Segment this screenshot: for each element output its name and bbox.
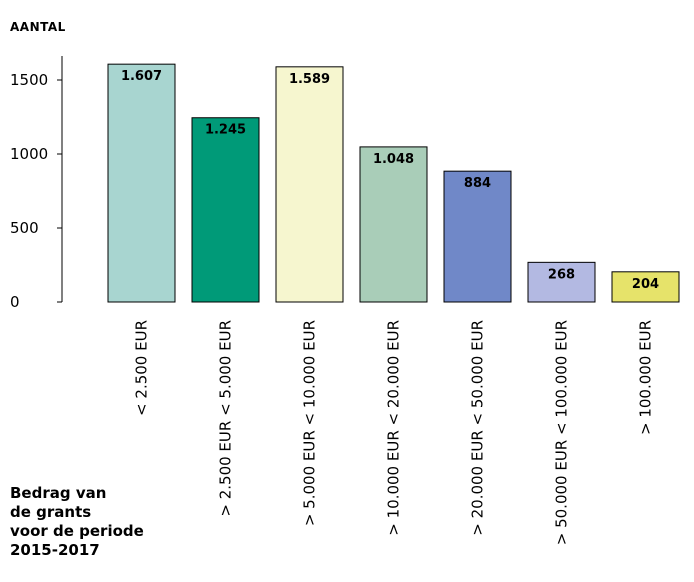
data-label: 268 [548, 267, 575, 282]
data-labels: 1.607 1.245 1.589 1.048 884 268 204 [121, 69, 659, 292]
bar [611, 271, 680, 303]
category-labels: < 2.500 EUR > 2.500 EUR < 5.000 EUR > 5.00… [133, 320, 655, 545]
data-label: 1.607 [121, 69, 162, 84]
axes: 0 500 1000 1500 [10, 56, 63, 311]
category-label: > 50.000 EUR < 100.000 EUR [553, 320, 571, 545]
bar [527, 261, 596, 303]
category-label: > 100.000 EUR [637, 320, 655, 435]
data-label: 1.245 [205, 123, 246, 138]
data-label: 884 [464, 176, 491, 191]
bar [275, 66, 344, 303]
y-tick-label: 1500 [10, 71, 48, 89]
category-label: > 20.000 EUR < 50.000 EUR [469, 320, 487, 536]
bar [191, 117, 260, 303]
data-label: 1.048 [373, 152, 414, 167]
x-axis-title: Bedrag van de grants voor de periode 201… [10, 484, 144, 559]
category-label: < 2.500 EUR [133, 320, 151, 416]
bar [443, 170, 512, 303]
category-label: > 10.000 EUR < 20.000 EUR [385, 320, 403, 536]
data-label: 204 [632, 277, 659, 292]
y-tick-label: 500 [10, 219, 39, 237]
bar [359, 146, 428, 303]
bars [107, 63, 680, 303]
y-axis-title: AANTAL [10, 20, 66, 34]
y-tick-label: 1000 [10, 145, 48, 163]
category-label: > 2.500 EUR < 5.000 EUR [217, 320, 235, 517]
data-label: 1.589 [289, 72, 330, 87]
y-tick-label: 0 [10, 293, 20, 311]
category-label: > 5.000 EUR < 10.000 EUR [301, 320, 319, 526]
bar [107, 63, 176, 303]
